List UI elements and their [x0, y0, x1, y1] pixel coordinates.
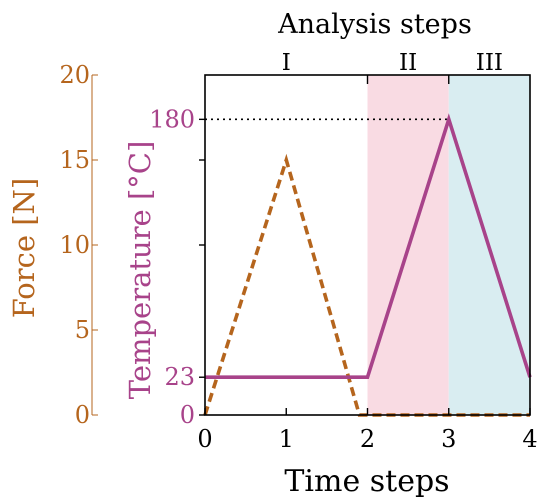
x-axis-label: Time steps	[284, 464, 449, 499]
force-tick-label: 20	[59, 61, 90, 89]
temperature-tick-label: 23	[164, 363, 195, 391]
x-tick-label: 1	[279, 425, 294, 453]
series-line-temperature	[205, 113, 532, 380]
x-tick-label: 0	[197, 425, 212, 453]
force-tick-label: 0	[75, 401, 90, 429]
force-tick-label: 10	[59, 231, 90, 259]
top-title: Analysis steps	[277, 9, 472, 40]
temperature-axis-label: Temperature [°C]	[123, 141, 157, 400]
analysis-step-label-3: III	[476, 50, 503, 76]
force-axis: 0 5 10 15 20	[59, 61, 98, 429]
temperature-tick-label: 0	[180, 401, 195, 429]
analysis-step-band-1	[205, 75, 368, 415]
x-axis-ticks: 0 1 2 3 4	[197, 408, 538, 453]
x-tick-label: 2	[360, 425, 375, 453]
x-tick-label: 3	[441, 425, 456, 453]
force-tick-label: 15	[59, 146, 90, 174]
temperature-axis: 0 23 180	[149, 105, 205, 429]
analysis-step-label-1: I	[282, 50, 291, 76]
analysis-step-labels: I II III	[282, 50, 503, 76]
force-axis-label: Force [N]	[7, 178, 41, 318]
step-dividers	[366, 75, 450, 84]
temperature-tick-label: 180	[149, 105, 195, 133]
x-tick-label: 4	[522, 425, 537, 453]
analysis-step-bands	[205, 75, 530, 415]
analysis-step-label-2: II	[399, 50, 417, 76]
force-tick-label: 5	[75, 316, 90, 344]
